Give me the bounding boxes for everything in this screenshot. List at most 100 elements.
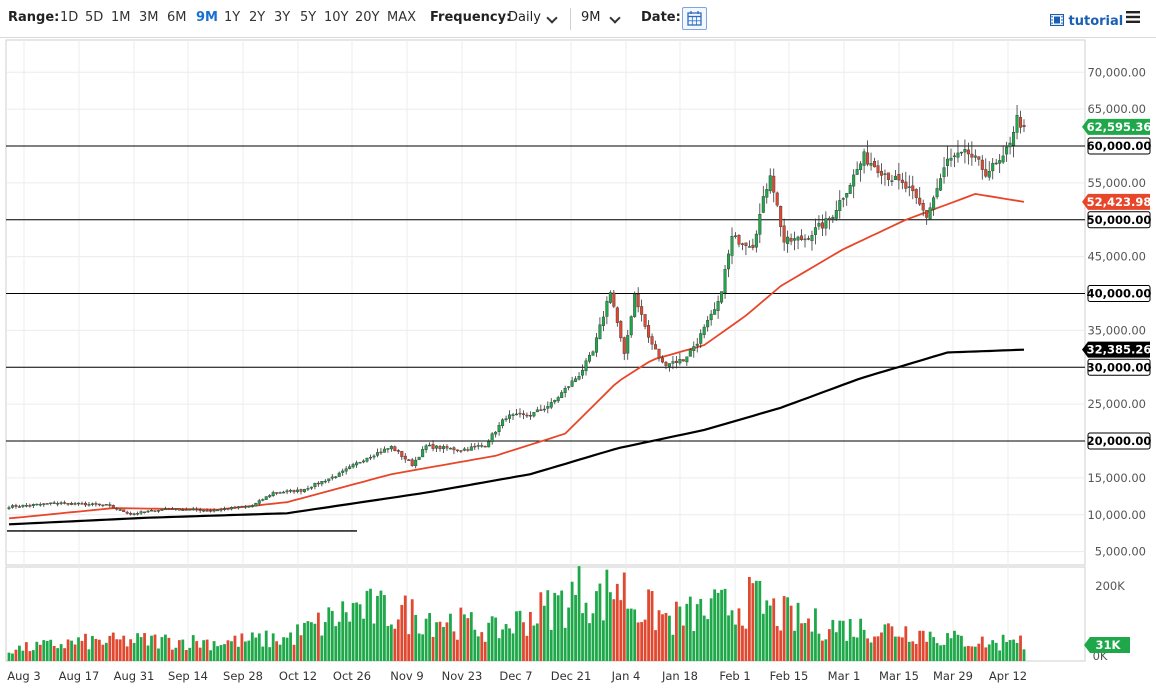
volume-bar	[807, 618, 810, 661]
date-tick-label: Nov 9	[390, 669, 423, 683]
range-20y[interactable]: 20Y	[355, 10, 380, 25]
volume-bar	[890, 626, 894, 661]
volume-bar	[170, 649, 174, 661]
volume-bar	[855, 637, 859, 661]
volume-bar	[779, 630, 783, 661]
volume-bar	[97, 639, 101, 661]
date-tick-label: Mar 1	[828, 669, 861, 683]
volume-bar	[104, 642, 108, 661]
period-dropdown[interactable]: 9M	[581, 10, 601, 25]
calendar-button[interactable]	[682, 7, 707, 30]
volume-bar	[400, 604, 404, 661]
candle-body	[226, 508, 230, 510]
candle-body	[494, 431, 498, 435]
candle-body	[170, 508, 174, 510]
candle-body	[403, 455, 407, 460]
range-1y[interactable]: 1Y	[224, 10, 241, 25]
volume-bar	[636, 622, 640, 661]
hamburger-menu-icon[interactable]	[1126, 11, 1140, 23]
candle-body	[786, 236, 790, 244]
volume-bar	[827, 629, 831, 661]
volume-bar	[629, 608, 633, 661]
volume-bar	[650, 591, 654, 661]
frequency-dropdown[interactable]: Daily	[508, 10, 541, 25]
volume-bar	[734, 624, 737, 661]
volume-bar	[754, 580, 758, 661]
range-5d[interactable]: 5D	[85, 10, 104, 25]
volume-bar	[153, 634, 157, 661]
volume-bar	[932, 637, 936, 661]
volume-bar	[334, 626, 338, 661]
volume-bar	[588, 623, 591, 661]
range-10y[interactable]: 10Y	[324, 10, 349, 25]
candle-body	[542, 408, 546, 411]
volume-bar	[987, 644, 991, 661]
candle-body	[970, 153, 974, 158]
date-tick-label: Oct 12	[279, 669, 317, 683]
volume-bar	[115, 639, 119, 661]
horizontal-lines	[6, 145, 1085, 442]
volume-bar	[487, 622, 491, 661]
range-max[interactable]: MAX	[387, 10, 417, 25]
volume-bar	[793, 630, 796, 661]
range-1d[interactable]: 1D	[60, 10, 79, 25]
volume-bar	[230, 641, 233, 661]
range-2y[interactable]: 2Y	[249, 10, 266, 25]
candle-body	[351, 464, 355, 468]
candle-body	[918, 197, 922, 205]
candle-body	[939, 178, 943, 191]
candle-body	[883, 173, 887, 175]
candle-body	[907, 186, 911, 188]
candle-body	[7, 507, 11, 509]
candle-body	[678, 359, 682, 364]
volume-bar	[223, 644, 226, 661]
volume-bar	[452, 631, 456, 661]
range-3m[interactable]: 3M	[139, 10, 159, 25]
candle-body	[375, 452, 379, 456]
candle-body	[796, 236, 800, 241]
candle-body	[525, 414, 529, 417]
volume-bar	[320, 635, 324, 661]
volume-bar	[313, 623, 317, 661]
candle-body	[980, 159, 984, 170]
volume-bar	[73, 644, 77, 661]
volume-bar	[278, 644, 282, 661]
range-9m[interactable]: 9M	[196, 10, 218, 25]
candle-body	[824, 218, 828, 229]
volume-bar	[612, 599, 616, 661]
candle-body	[296, 489, 300, 492]
volume-bar	[508, 628, 511, 661]
volume-bar	[285, 637, 289, 661]
volume-bar	[1019, 635, 1022, 661]
volume-bar	[292, 644, 296, 661]
candle-body	[539, 409, 543, 411]
volume-bar	[591, 613, 595, 661]
tutorial-link[interactable]: tutorial	[1049, 13, 1123, 29]
candle-body	[515, 413, 519, 416]
candle-body	[720, 291, 724, 303]
candle-body	[83, 502, 87, 506]
price-pane	[5, 39, 1086, 566]
candle-body	[664, 361, 668, 366]
price-chart[interactable]: 5,000.00 10,000.00 15,000.00 25,000.00 35,00…	[0, 38, 1156, 695]
volume-bar	[907, 641, 911, 661]
candle-body	[101, 504, 105, 507]
range-1m[interactable]: 1M	[111, 10, 131, 25]
volume-bar	[237, 646, 240, 661]
range-6m[interactable]: 6M	[167, 10, 187, 25]
volume-bar	[410, 599, 414, 661]
horizontal-line-label-box	[1087, 211, 1151, 229]
candle-body	[341, 470, 345, 473]
candle-body	[205, 510, 209, 512]
horizontal-line-label: 60,000.00	[1087, 139, 1152, 153]
frequency-chevron-icon[interactable]	[546, 12, 558, 24]
candle-body	[476, 445, 480, 447]
candle-body	[184, 509, 188, 511]
period-chevron-icon[interactable]	[609, 12, 621, 24]
volume-bar	[157, 648, 160, 661]
range-3y[interactable]: 3Y	[274, 10, 291, 25]
candle-body	[660, 357, 664, 363]
range-5y[interactable]: 5Y	[300, 10, 317, 25]
date-tick-label: Jan 4	[611, 669, 641, 683]
volume-bar	[403, 595, 407, 661]
